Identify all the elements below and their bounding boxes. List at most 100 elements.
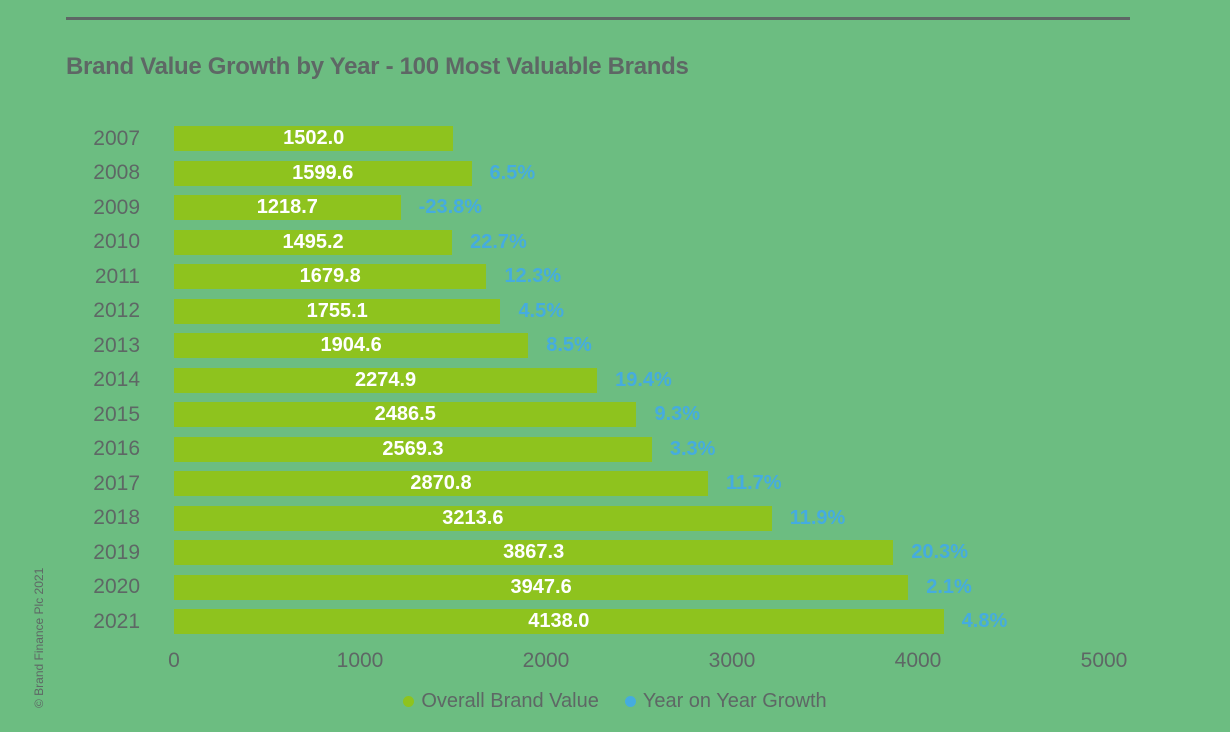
- x-axis-tick-label: 2000: [522, 649, 570, 672]
- legend-label: Year on Year Growth: [642, 690, 827, 712]
- growth-percent-label: 11.7%: [725, 472, 782, 494]
- chart-row: 2015 2486.5 9.3%: [66, 402, 1104, 427]
- year-label: 2010: [93, 230, 140, 253]
- year-label: 2008: [93, 161, 140, 184]
- year-label: 2013: [93, 333, 140, 357]
- growth-percent-label: 19.4%: [615, 368, 672, 391]
- chart-row: 2009 1218.7 -23.8%: [66, 195, 1104, 220]
- plot-area: 1904.6 8.5%: [174, 333, 1104, 358]
- bar-value-label: 1679.8: [299, 265, 361, 287]
- year-label: 2019: [93, 540, 140, 564]
- value-bar: 1904.6: [174, 333, 529, 358]
- x-axis-tick-label: 4000: [894, 649, 942, 672]
- bar-chart: 2007 1502.0 2008 1599.6 6.5% 2009 1218.7 -23.8%…: [66, 126, 1104, 644]
- growth-percent-label: 2.1%: [926, 575, 972, 598]
- chart-row: 2017 2870.8 11.7%: [66, 471, 1104, 496]
- plot-area: 2274.9 19.4%: [174, 367, 1104, 393]
- legend-swatch-icon: [624, 696, 636, 707]
- legend-swatch-icon: [403, 696, 415, 707]
- plot-area: 1755.1 4.5%: [174, 298, 1104, 324]
- chart-row: 2011 1679.8 12.3%: [66, 264, 1104, 289]
- chart-row: 2020 3947.6 2.1%: [66, 574, 1104, 600]
- growth-percent-label: 3.3%: [669, 437, 716, 460]
- year-label: 2018: [93, 506, 140, 529]
- x-axis-tick-label: 3000: [708, 649, 756, 672]
- value-bar: 1679.8: [174, 264, 487, 289]
- value-bar: 1755.1: [174, 298, 501, 324]
- year-label: 2017: [93, 471, 140, 495]
- value-bar: 3867.3: [174, 540, 894, 565]
- growth-percent-label: 4.8%: [961, 610, 1008, 632]
- growth-percent-label: 11.9%: [789, 506, 846, 529]
- x-axis-tick-label: 5000: [1080, 649, 1128, 672]
- bar-value-label: 2486.5: [374, 403, 436, 425]
- chart-row: 2010 1495.2 22.7%: [66, 229, 1104, 255]
- x-axis: 0 1000 2000 3000 4000 5000: [168, 649, 1127, 673]
- bar-value-label: 1904.6: [320, 334, 382, 356]
- value-bar: 2486.5: [174, 402, 637, 427]
- legend-label: Overall Brand Value: [421, 690, 599, 712]
- value-bar: 1495.2: [174, 229, 453, 255]
- value-bar: 1502.0: [174, 126, 454, 151]
- growth-percent-label: 22.7%: [470, 230, 527, 253]
- plot-area: 4138.0 4.8%: [174, 609, 1104, 634]
- bar-value-label: 2274.9: [354, 368, 417, 391]
- year-label: 2007: [93, 126, 140, 150]
- growth-percent-label: 12.3%: [504, 265, 562, 287]
- plot-area: 1495.2 22.7%: [174, 229, 1104, 255]
- year-label: 2014: [93, 368, 140, 391]
- chart-row: 2012 1755.1 4.5%: [66, 298, 1104, 324]
- year-label: 2009: [93, 195, 140, 219]
- value-bar: 3213.6: [174, 505, 772, 531]
- plot-area: 1502.0: [174, 126, 1104, 151]
- plot-area: 3947.6 2.1%: [174, 574, 1104, 600]
- bar-value-label: 2569.3: [382, 437, 444, 460]
- chart-row: 2016 2569.3 3.3%: [66, 436, 1104, 462]
- chart-row: 2008 1599.6 6.5%: [66, 160, 1104, 186]
- growth-percent-label: 6.5%: [489, 161, 536, 184]
- chart-title: Brand Value Growth by Year - 100 Most Va…: [66, 53, 689, 80]
- bar-value-label: 1755.1: [306, 299, 368, 322]
- copyright-text: © Brand Finance Plc 2021: [32, 567, 46, 708]
- bar-value-label: 1599.6: [292, 161, 354, 184]
- bar-value-label: 2870.8: [410, 472, 472, 494]
- plot-area: 2870.8 11.7%: [174, 471, 1104, 496]
- value-bar: 4138.0: [174, 609, 944, 634]
- plot-area: 3867.3 20.3%: [174, 540, 1104, 565]
- plot-area: 3213.6 11.9%: [174, 505, 1104, 531]
- legend-item-year-on-year-growth: Year on Year Growth: [624, 690, 827, 713]
- growth-percent-label: -23.8%: [418, 196, 483, 218]
- chart-row: 2007 1502.0: [66, 126, 1104, 151]
- plot-area: 1599.6 6.5%: [174, 160, 1104, 186]
- bar-value-label: 3213.6: [442, 506, 504, 529]
- chart-row: 2018 3213.6 11.9%: [66, 505, 1104, 531]
- bar-value-label: 3947.6: [510, 575, 572, 598]
- growth-percent-label: 8.5%: [546, 334, 592, 356]
- bar-value-label: 3867.3: [503, 541, 565, 563]
- value-bar: 2569.3: [174, 436, 652, 462]
- plot-area: 1679.8 12.3%: [174, 264, 1104, 289]
- year-label: 2015: [93, 402, 140, 426]
- growth-percent-label: 20.3%: [911, 541, 969, 563]
- legend: Overall Brand Value Year on Year Growth: [0, 690, 1230, 713]
- bar-value-label: 1218.7: [256, 196, 318, 218]
- legend-item-overall-brand-value: Overall Brand Value: [403, 690, 599, 713]
- year-label: 2011: [94, 264, 140, 288]
- chart-row: 2014 2274.9 19.4%: [66, 367, 1104, 393]
- plot-area: 2486.5 9.3%: [174, 402, 1104, 427]
- chart-row: 2021 4138.0 4.8%: [66, 609, 1104, 634]
- x-axis-tick-label: 1000: [336, 649, 384, 672]
- year-label: 2021: [93, 609, 140, 633]
- value-bar: 1599.6: [174, 160, 472, 186]
- bar-value-label: 1495.2: [282, 230, 344, 253]
- plot-area: 2569.3 3.3%: [174, 436, 1104, 462]
- value-bar: 2870.8: [174, 471, 708, 496]
- year-label: 2016: [93, 437, 140, 460]
- chart-row: 2013 1904.6 8.5%: [66, 333, 1104, 358]
- value-bar: 1218.7: [174, 195, 401, 220]
- growth-percent-label: 9.3%: [654, 403, 701, 425]
- year-label: 2020: [93, 575, 140, 598]
- x-axis-tick-label: 0: [168, 649, 180, 672]
- header-rule: [66, 17, 1130, 20]
